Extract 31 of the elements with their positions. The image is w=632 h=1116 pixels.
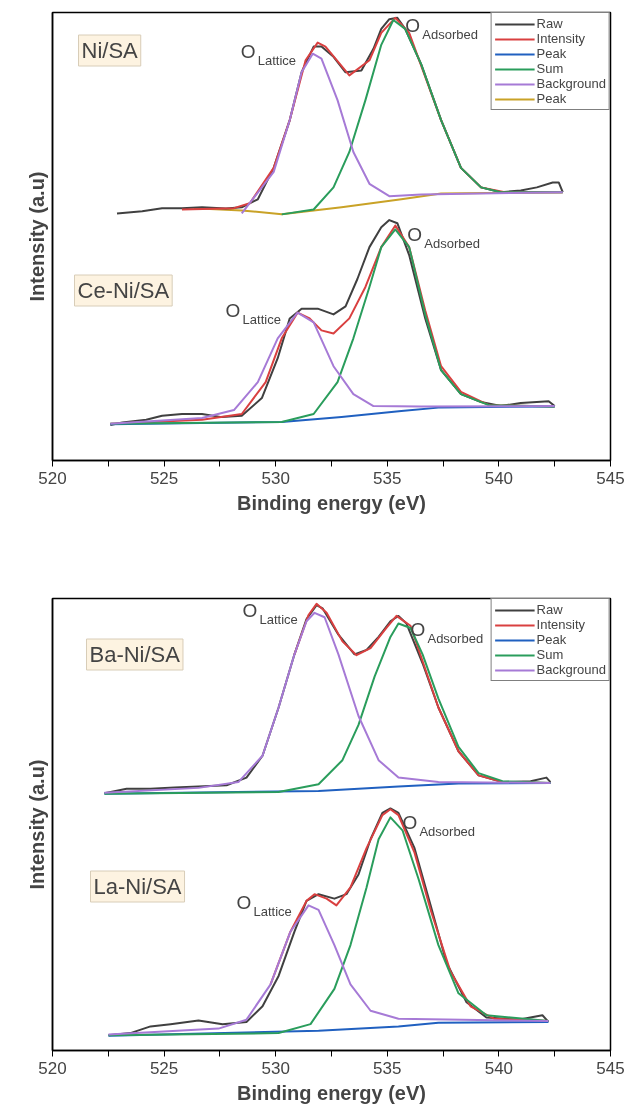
annotation: Ba-Ni/SA — [89, 642, 181, 667]
legend-label: Raw — [536, 16, 563, 31]
x-tick-label: 535 — [373, 1058, 402, 1078]
x-tick-label: 540 — [484, 1058, 514, 1078]
y-axis-title: Intensity (a.u) — [25, 759, 48, 890]
x-tick-label: 535 — [373, 468, 402, 488]
legend-label: Sum — [536, 647, 564, 662]
x-tick-label: 530 — [261, 1058, 290, 1078]
x-tick-label: 545 — [596, 1058, 625, 1078]
annotation: La-Ni/SA — [93, 874, 182, 899]
x-tick-label: 525 — [149, 1058, 179, 1078]
x-axis-title: Binding energy (eV) — [237, 491, 426, 514]
annotation: Ni/SA — [81, 38, 139, 63]
legend-label: Sum — [536, 61, 564, 76]
legend-label: Peak — [536, 91, 567, 106]
y-axis-title: Intensity (a.u) — [25, 171, 48, 302]
x-tick-label: 520 — [38, 1058, 67, 1078]
legend-label: Intensity — [536, 617, 586, 632]
x-tick-label: 520 — [38, 468, 67, 488]
x-tick-label: 540 — [484, 468, 514, 488]
x-tick-label: 545 — [596, 468, 625, 488]
legend-label: Background — [536, 662, 606, 677]
legend-label: Raw — [536, 602, 563, 617]
annotation: Ce-Ni/SA — [77, 278, 170, 303]
legend-label: Peak — [536, 632, 567, 647]
legend-label: Peak — [536, 46, 567, 61]
x-axis-title: Binding energy (eV) — [237, 1081, 426, 1104]
legend-label: Background — [536, 76, 606, 91]
legend-label: Intensity — [536, 31, 586, 46]
x-tick-label: 525 — [149, 468, 179, 488]
x-tick-label: 530 — [261, 468, 290, 488]
